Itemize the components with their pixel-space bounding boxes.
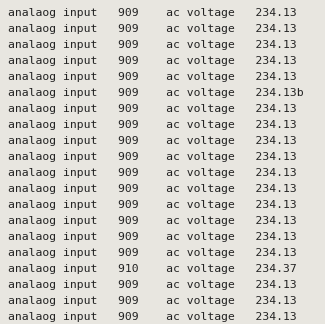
Text: analaog input   909    ac voltage   234.13: analaog input 909 ac voltage 234.13 (8, 8, 297, 18)
Text: analaog input   909    ac voltage   234.13: analaog input 909 ac voltage 234.13 (8, 312, 297, 322)
Text: analaog input   909    ac voltage   234.13: analaog input 909 ac voltage 234.13 (8, 72, 297, 82)
Text: analaog input   909    ac voltage   234.13: analaog input 909 ac voltage 234.13 (8, 40, 297, 50)
Text: analaog input   910    ac voltage   234.37: analaog input 910 ac voltage 234.37 (8, 264, 297, 274)
Text: analaog input   909    ac voltage   234.13: analaog input 909 ac voltage 234.13 (8, 104, 297, 114)
Text: analaog input   909    ac voltage   234.13: analaog input 909 ac voltage 234.13 (8, 248, 297, 258)
Text: analaog input   909    ac voltage   234.13: analaog input 909 ac voltage 234.13 (8, 24, 297, 34)
Text: analaog input   909    ac voltage   234.13: analaog input 909 ac voltage 234.13 (8, 200, 297, 210)
Text: analaog input   909    ac voltage   234.13: analaog input 909 ac voltage 234.13 (8, 232, 297, 242)
Text: analaog input   909    ac voltage   234.13: analaog input 909 ac voltage 234.13 (8, 152, 297, 162)
Text: analaog input   909    ac voltage   234.13: analaog input 909 ac voltage 234.13 (8, 280, 297, 290)
Text: analaog input   909    ac voltage   234.13: analaog input 909 ac voltage 234.13 (8, 184, 297, 194)
Text: analaog input   909    ac voltage   234.13: analaog input 909 ac voltage 234.13 (8, 136, 297, 146)
Text: analaog input   909    ac voltage   234.13: analaog input 909 ac voltage 234.13 (8, 56, 297, 66)
Text: analaog input   909    ac voltage   234.13: analaog input 909 ac voltage 234.13 (8, 120, 297, 130)
Text: analaog input   909    ac voltage   234.13: analaog input 909 ac voltage 234.13 (8, 168, 297, 178)
Text: analaog input   909    ac voltage   234.13b: analaog input 909 ac voltage 234.13b (8, 88, 304, 98)
Text: analaog input   909    ac voltage   234.13: analaog input 909 ac voltage 234.13 (8, 296, 297, 306)
Text: analaog input   909    ac voltage   234.13: analaog input 909 ac voltage 234.13 (8, 216, 297, 226)
